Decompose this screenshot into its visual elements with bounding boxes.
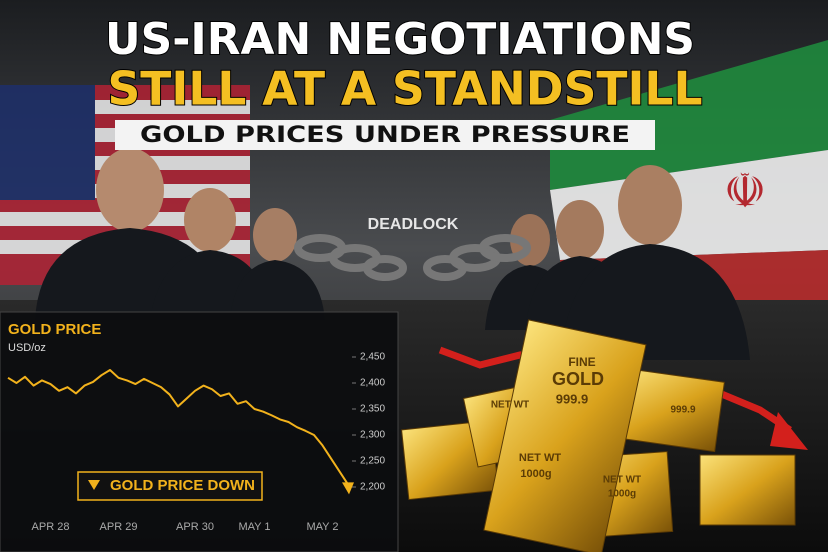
headline-line-2: STILL AT A STANDSTILL — [108, 62, 703, 116]
y-tick-label: 2,250 — [360, 456, 385, 467]
chart-panel — [0, 311, 399, 552]
bar-text: 1000g — [520, 468, 551, 480]
annotation: GOLD PRICE DOWN — [110, 477, 255, 494]
y-tick-label: 2,200 — [360, 482, 385, 493]
down-triangle — [88, 480, 100, 490]
negotiators — [35, 148, 750, 360]
x-tick-label: MAY 2 — [307, 521, 339, 533]
y-tick-label: 2,300 — [360, 430, 385, 441]
gold-bars — [401, 319, 796, 552]
svg-text:☫: ☫ — [723, 166, 766, 219]
bar-text: GOLD — [552, 369, 604, 389]
price-line — [7, 369, 349, 485]
line-arrow-head — [342, 482, 354, 495]
annotation-box — [77, 471, 263, 501]
bar-text: NET WT — [491, 400, 529, 411]
bar-text: 999.9 — [556, 391, 589, 406]
bar-engravings: FINE GOLD 999.9 NET WT 1000g NET WT 999.… — [491, 355, 696, 499]
y-tick-label: 2,350 — [360, 404, 385, 415]
bar-text: NET WT — [519, 452, 561, 464]
bar-text: NET WT — [603, 475, 641, 486]
bar-text: 1000g — [608, 489, 636, 500]
subtitle: GOLD PRICES UNDER PRESSURE — [140, 123, 630, 148]
x-tick-label: APR 28 — [32, 521, 70, 533]
trend-arrow-head — [770, 412, 808, 450]
headline-line-1: US-IRAN NEGOTIATIONS — [105, 14, 695, 65]
bar-text: FINE — [568, 355, 595, 369]
y-tick-label: 2,450 — [360, 352, 385, 363]
y-tick-label: 2,400 — [360, 378, 385, 389]
bar-text: 999.9 — [670, 405, 695, 416]
y-axis-label: USD/oz — [8, 342, 46, 354]
price-chart: GOLD PRICE USD/oz GOLD PRICE DOWN 2,450 2… — [0, 311, 399, 552]
scene-label: DEADLOCK — [368, 216, 459, 233]
broken-chain — [294, 234, 531, 281]
x-tick-label: MAY 1 — [239, 521, 271, 533]
subtitle-box — [115, 120, 655, 150]
x-tick-label: APR 30 — [176, 521, 214, 533]
chart-title: GOLD PRICE — [8, 321, 101, 338]
x-tick-label: APR 29 — [100, 521, 138, 533]
